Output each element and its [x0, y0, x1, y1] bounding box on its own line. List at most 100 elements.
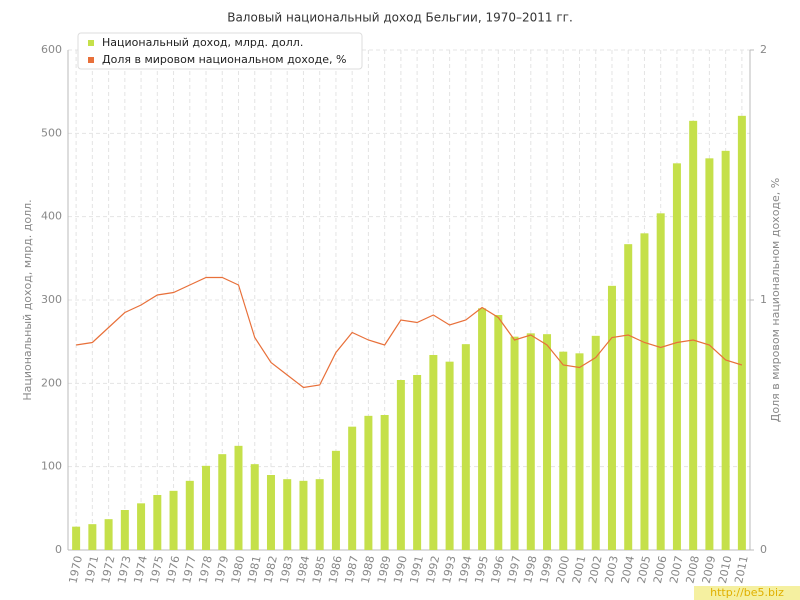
chart-title: Валовый национальный доход Бельгии, 1970… [227, 11, 573, 25]
x-tick-label: 1984 [294, 555, 313, 585]
bar [461, 344, 470, 550]
x-tick-label: 1991 [407, 555, 426, 585]
y-axis-label: Национальный доход, млрд. долл. [21, 199, 34, 400]
x-tick-label: 1993 [440, 555, 459, 585]
bar [624, 244, 633, 550]
y2-axis-label: Доля в мировом национальном доходе, % [769, 178, 782, 422]
x-tick-label: 2008 [683, 555, 702, 585]
y-tick-label: 0 [55, 543, 62, 556]
x-tick-label: 1995 [472, 555, 491, 585]
x-tick-label: 1985 [310, 555, 329, 585]
x-tick-label: 1999 [537, 555, 556, 585]
bar [364, 415, 373, 550]
bar [137, 503, 146, 550]
bar [510, 336, 519, 550]
x-tick-label: 1983 [278, 555, 297, 585]
x-tick-label: 1973 [115, 555, 134, 585]
y-tick-label: 400 [41, 210, 62, 223]
y2-tick-label: 1 [760, 293, 767, 306]
bar [153, 495, 162, 550]
x-tick-label: 2009 [700, 555, 719, 585]
bar [104, 519, 113, 550]
bar [591, 335, 600, 550]
x-tick-label: 2002 [586, 555, 605, 585]
x-tick-label: 1977 [180, 555, 199, 585]
bar [526, 333, 535, 550]
line [76, 276, 743, 389]
x-tick-label: 2003 [602, 555, 621, 585]
x-tick-label: 1988 [359, 555, 378, 585]
x-tick-label: 1990 [391, 555, 410, 585]
x-tick-label: 2007 [667, 555, 686, 585]
bar [169, 490, 178, 550]
bar [721, 150, 730, 551]
x-tick-label: 1972 [99, 555, 118, 585]
bar [331, 450, 340, 550]
x-tick-label: 1980 [229, 555, 248, 585]
bar [348, 426, 357, 550]
bar [543, 334, 552, 550]
x-tick-label: 2006 [651, 555, 670, 585]
x-tick-label: 1987 [342, 555, 361, 585]
bar [396, 380, 405, 550]
x-tick-label: 1971 [83, 555, 102, 585]
x-tick-label: 2005 [635, 555, 654, 585]
legend-box [77, 32, 363, 70]
bar [299, 480, 308, 550]
x-tick-label: 1979 [213, 555, 232, 585]
x-tick-label: 2000 [554, 555, 573, 585]
x-tick-label: 1974 [131, 555, 150, 585]
x-tick-label: 1975 [148, 555, 167, 585]
y-tick-label: 600 [41, 43, 62, 56]
bar [380, 415, 389, 550]
bar [607, 285, 616, 550]
x-tick-label: 1976 [164, 555, 183, 585]
bar [283, 479, 292, 550]
x-tick-label: 1996 [489, 555, 508, 585]
bar [559, 351, 568, 550]
watermark: http://be5.biz [710, 586, 784, 599]
y-tick-label: 200 [41, 376, 62, 389]
watermark-bg [694, 586, 800, 600]
legend-swatch [88, 40, 94, 46]
bar [656, 213, 665, 551]
x-tick-label: 1989 [375, 555, 394, 585]
bar [315, 479, 324, 550]
bar [250, 464, 259, 550]
bar [640, 233, 649, 551]
x-tick-label: 1970 [66, 555, 85, 585]
bar [705, 158, 714, 551]
x-tick-label: 1981 [245, 555, 264, 585]
y-tick-label: 300 [41, 293, 62, 306]
x-tick-label: 2001 [570, 555, 589, 585]
x-tick-label: 1997 [505, 555, 524, 585]
x-tick-label: 1998 [521, 555, 540, 585]
bar [218, 454, 227, 550]
bar [445, 361, 454, 550]
bar [672, 163, 681, 551]
x-tick-label: 1982 [261, 555, 280, 585]
y2-tick-label: 0 [760, 543, 767, 556]
y2-tick-label: 2 [760, 43, 767, 56]
x-tick-label: 2011 [732, 555, 751, 585]
x-tick-label: 2010 [716, 555, 735, 585]
x-tick-label: 1992 [424, 555, 443, 585]
bar [120, 510, 129, 550]
bar [72, 526, 81, 550]
bar [234, 445, 243, 550]
bar [494, 315, 503, 550]
bar [202, 465, 211, 550]
bar [737, 115, 746, 550]
x-tick-label: 1986 [326, 555, 345, 585]
legend-swatch [88, 57, 94, 63]
legend-label: Национальный доход, млрд. долл. [102, 36, 303, 49]
bar [185, 480, 194, 550]
bar [88, 524, 97, 550]
x-tick-label: 1994 [456, 555, 475, 585]
bar [429, 355, 438, 550]
legend-label: Доля в мировом национальном доходе, % [102, 53, 346, 66]
legend: Национальный доход, млрд. долл. Доля в ми… [77, 32, 363, 70]
bar [575, 353, 584, 550]
bar [689, 120, 698, 550]
